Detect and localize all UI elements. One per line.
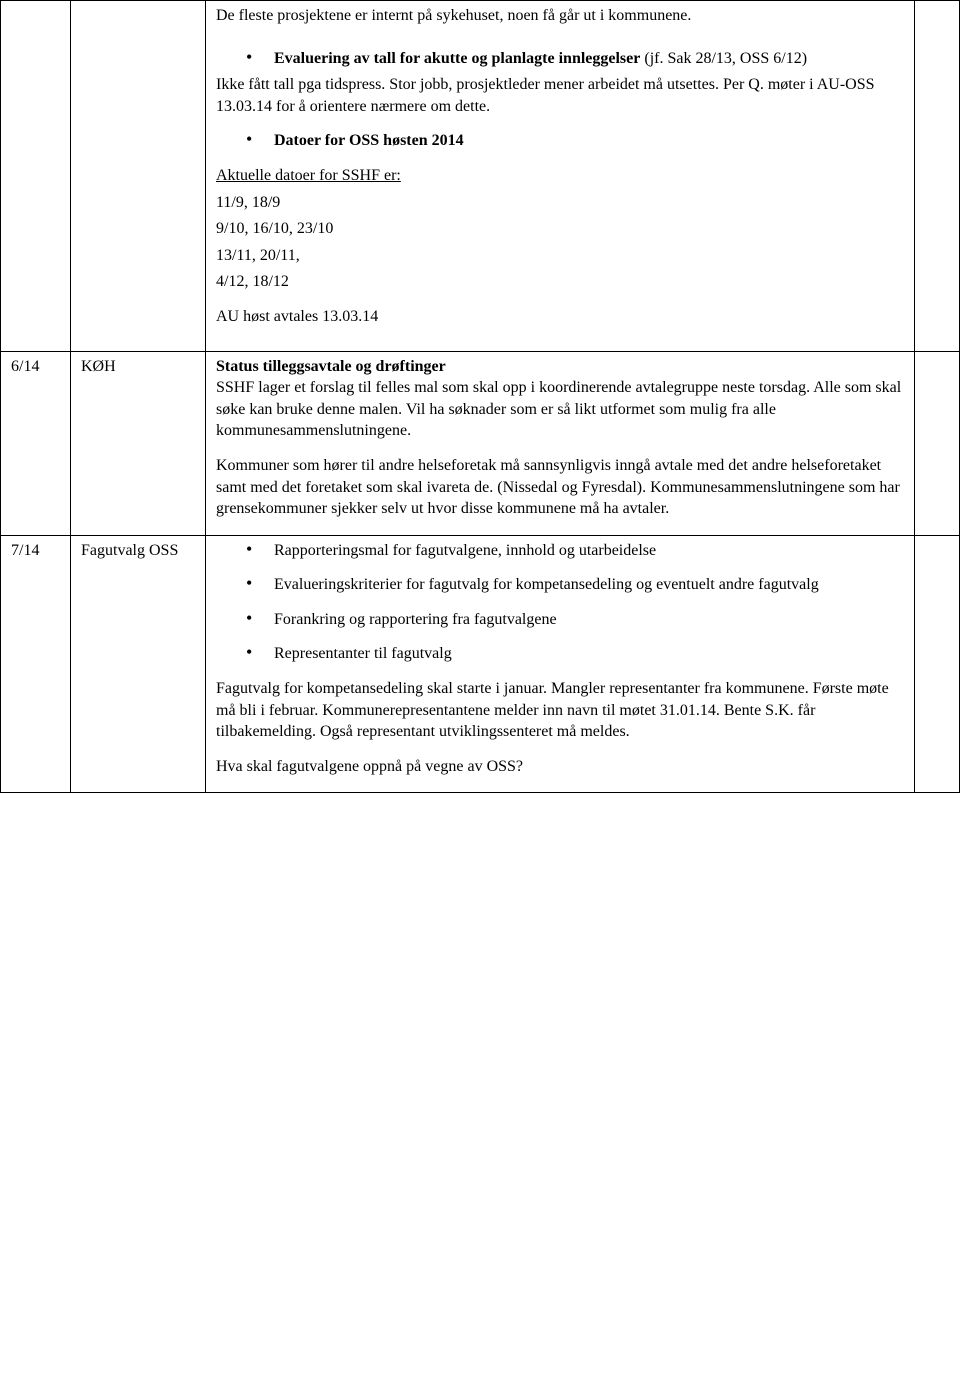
dates-line: 11/9, 18/9 bbox=[216, 192, 904, 214]
cell-content: Status tilleggsavtale og drøftinger SSHF … bbox=[206, 351, 915, 535]
dates-line: 4/12, 18/12 bbox=[216, 271, 904, 293]
au-line: AU høst avtales 13.03.14 bbox=[216, 306, 904, 328]
cell-topic: KØH bbox=[71, 351, 206, 535]
paragraph: Kommuner som hører til andre helseforeta… bbox=[216, 455, 904, 520]
cell-last bbox=[915, 535, 960, 793]
bullet-list: Evalueringskriterier for fagutvalg for k… bbox=[246, 574, 904, 596]
dates-line: 9/10, 16/10, 23/10 bbox=[216, 218, 904, 240]
table-row: De fleste prosjektene er internt på syke… bbox=[1, 1, 960, 352]
cell-topic: Fagutvalg OSS bbox=[71, 535, 206, 793]
intro-text: De fleste prosjektene er internt på syke… bbox=[216, 5, 904, 27]
cell-content: Rapporteringsmal for fagutvalgene, innho… bbox=[206, 535, 915, 793]
bullet-list: Rapporteringsmal for fagutvalgene, innho… bbox=[246, 540, 904, 562]
bullet-list: Evaluering av tall for akutte og planlag… bbox=[246, 48, 904, 70]
bullet-item: Datoer for OSS høsten 2014 bbox=[246, 130, 904, 152]
heading-bold: Status tilleggsavtale og drøftinger bbox=[216, 358, 446, 375]
document-table: De fleste prosjektene er internt på syke… bbox=[0, 0, 960, 793]
paragraph: Status tilleggsavtale og drøftinger SSHF … bbox=[216, 356, 904, 442]
bullet-list: Datoer for OSS høsten 2014 bbox=[246, 130, 904, 152]
bullet-item: Rapporteringsmal for fagutvalgene, innho… bbox=[246, 540, 904, 562]
cell-num: 6/14 bbox=[1, 351, 71, 535]
bullet-rest: (jf. Sak 28/13, OSS 6/12) bbox=[640, 50, 807, 67]
bullet-bold: Datoer for OSS høsten 2014 bbox=[274, 132, 464, 149]
table-row: 6/14 KØH Status tilleggsavtale og drøfti… bbox=[1, 351, 960, 535]
cell-num bbox=[1, 1, 71, 352]
paragraph: Ikke fått tall pga tidspress. Stor jobb,… bbox=[216, 74, 904, 117]
cell-content: De fleste prosjektene er internt på syke… bbox=[206, 1, 915, 352]
table-row: 7/14 Fagutvalg OSS Rapporteringsmal for … bbox=[1, 535, 960, 793]
dates-line: 13/11, 20/11, bbox=[216, 245, 904, 267]
dates-header: Aktuelle datoer for SSHF er: bbox=[216, 167, 401, 184]
cell-topic bbox=[71, 1, 206, 352]
cell-last bbox=[915, 351, 960, 535]
paragraph: Fagutvalg for kompetansedeling skal star… bbox=[216, 678, 904, 743]
paragraph: Hva skal fagutvalgene oppnå på vegne av … bbox=[216, 756, 904, 778]
paragraph-text: SSHF lager et forslag til felles mal som… bbox=[216, 379, 901, 439]
bullet-item: Evalueringskriterier for fagutvalg for k… bbox=[246, 574, 904, 596]
bullet-item: Forankring og rapportering fra fagutvalg… bbox=[246, 609, 904, 631]
bullet-list: Representanter til fagutvalg bbox=[246, 643, 904, 665]
cell-last bbox=[915, 1, 960, 352]
cell-num: 7/14 bbox=[1, 535, 71, 793]
bullet-bold: Evaluering av tall for akutte og planlag… bbox=[274, 50, 640, 67]
bullet-item: Evaluering av tall for akutte og planlag… bbox=[246, 48, 904, 70]
bullet-item: Representanter til fagutvalg bbox=[246, 643, 904, 665]
bullet-list: Forankring og rapportering fra fagutvalg… bbox=[246, 609, 904, 631]
